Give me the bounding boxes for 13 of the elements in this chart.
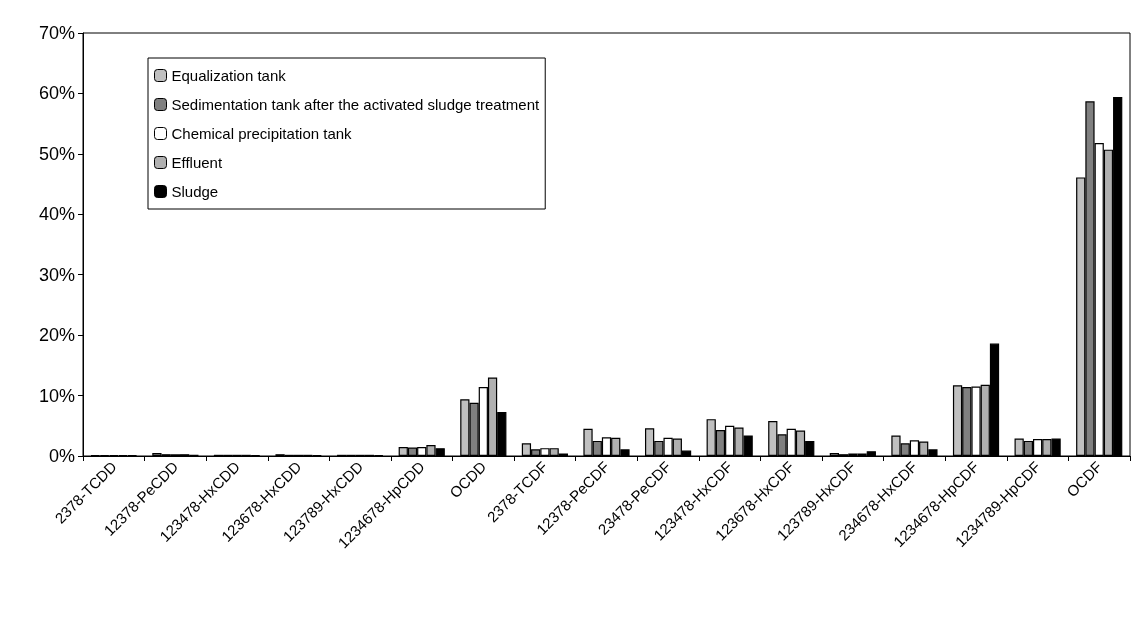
y-tick-label: 0% [48,446,75,466]
y-tick-label: 10% [38,385,75,406]
legend-label: Sedimentation tank after the activated sludge treatment [171,96,541,113]
legend-label: Effluent [171,154,223,171]
legend-label: Sludge [171,183,219,200]
legend-label: Equalization tank [171,67,287,84]
y-tick-label: 50% [38,143,75,164]
y-tick-label: 20% [38,325,75,346]
y-tick-label: 70% [38,23,75,43]
y-tick-label: 40% [38,204,75,225]
y-tick-label: 30% [38,264,75,285]
y-tick-label: 60% [38,83,75,104]
legend-label: Chemical precipitation tank [171,125,353,142]
